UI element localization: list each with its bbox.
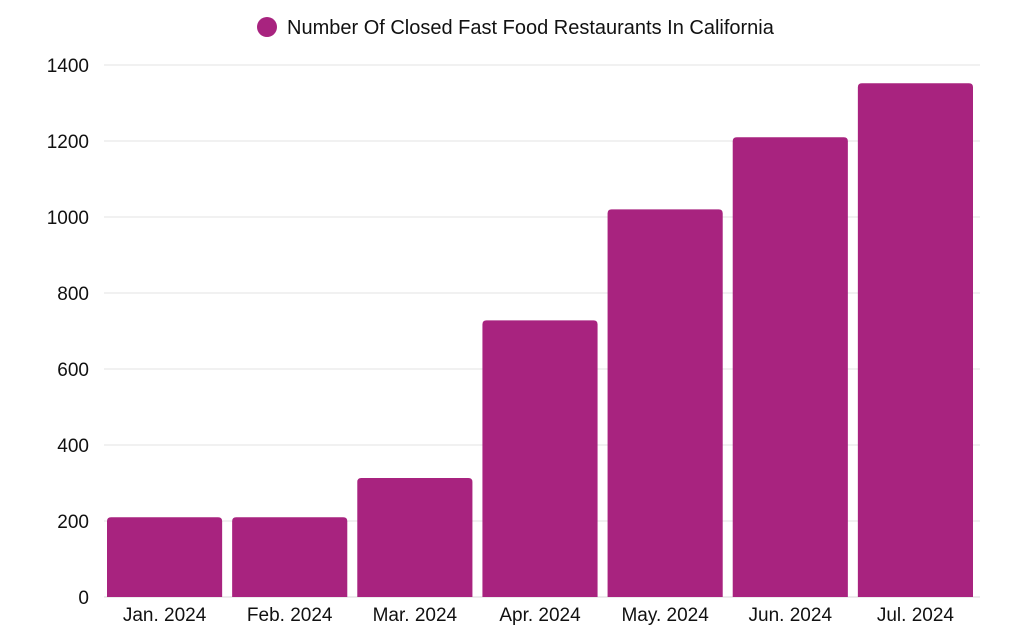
bar-jan-2024 bbox=[107, 517, 222, 597]
y-tick-label: 1000 bbox=[47, 208, 89, 229]
legend-label: Number Of Closed Fast Food Restaurants I… bbox=[287, 17, 775, 39]
y-tick-label: 200 bbox=[57, 512, 89, 533]
bar-mar-2024 bbox=[357, 478, 472, 597]
x-tick-label: Mar. 2024 bbox=[373, 605, 458, 626]
bar-jun-2024 bbox=[733, 137, 848, 597]
legend: Number Of Closed Fast Food Restaurants I… bbox=[257, 17, 775, 39]
y-tick-label: 800 bbox=[57, 284, 89, 305]
x-tick-label: Jan. 2024 bbox=[123, 605, 207, 626]
x-tick-label: Jul. 2024 bbox=[877, 605, 955, 626]
bar-apr-2024 bbox=[482, 320, 597, 597]
y-tick-label: 0 bbox=[78, 588, 89, 609]
y-tick-label: 1200 bbox=[47, 132, 89, 153]
bar-jul-2024 bbox=[858, 83, 973, 597]
x-tick-label: May. 2024 bbox=[621, 605, 709, 626]
y-tick-label: 400 bbox=[57, 436, 89, 457]
y-tick-label: 1400 bbox=[47, 56, 89, 77]
x-tick-label: Feb. 2024 bbox=[247, 605, 333, 626]
x-tick-label: Jun. 2024 bbox=[749, 605, 833, 626]
bars bbox=[107, 83, 973, 597]
y-tick-label: 600 bbox=[57, 360, 89, 381]
bar-chart: Number Of Closed Fast Food Restaurants I… bbox=[0, 0, 1024, 640]
legend-swatch bbox=[257, 17, 277, 37]
x-axis: Jan. 2024 Feb. 2024 Mar. 2024 Apr. 2024 May.… bbox=[123, 605, 955, 626]
y-axis: 0 200 400 600 800 1000 1200 1400 bbox=[47, 56, 89, 609]
x-tick-label: Apr. 2024 bbox=[499, 605, 581, 626]
chart-container: Number Of Closed Fast Food Restaurants I… bbox=[0, 0, 1024, 640]
bar-feb-2024 bbox=[232, 517, 347, 597]
bar-may-2024 bbox=[608, 209, 723, 597]
